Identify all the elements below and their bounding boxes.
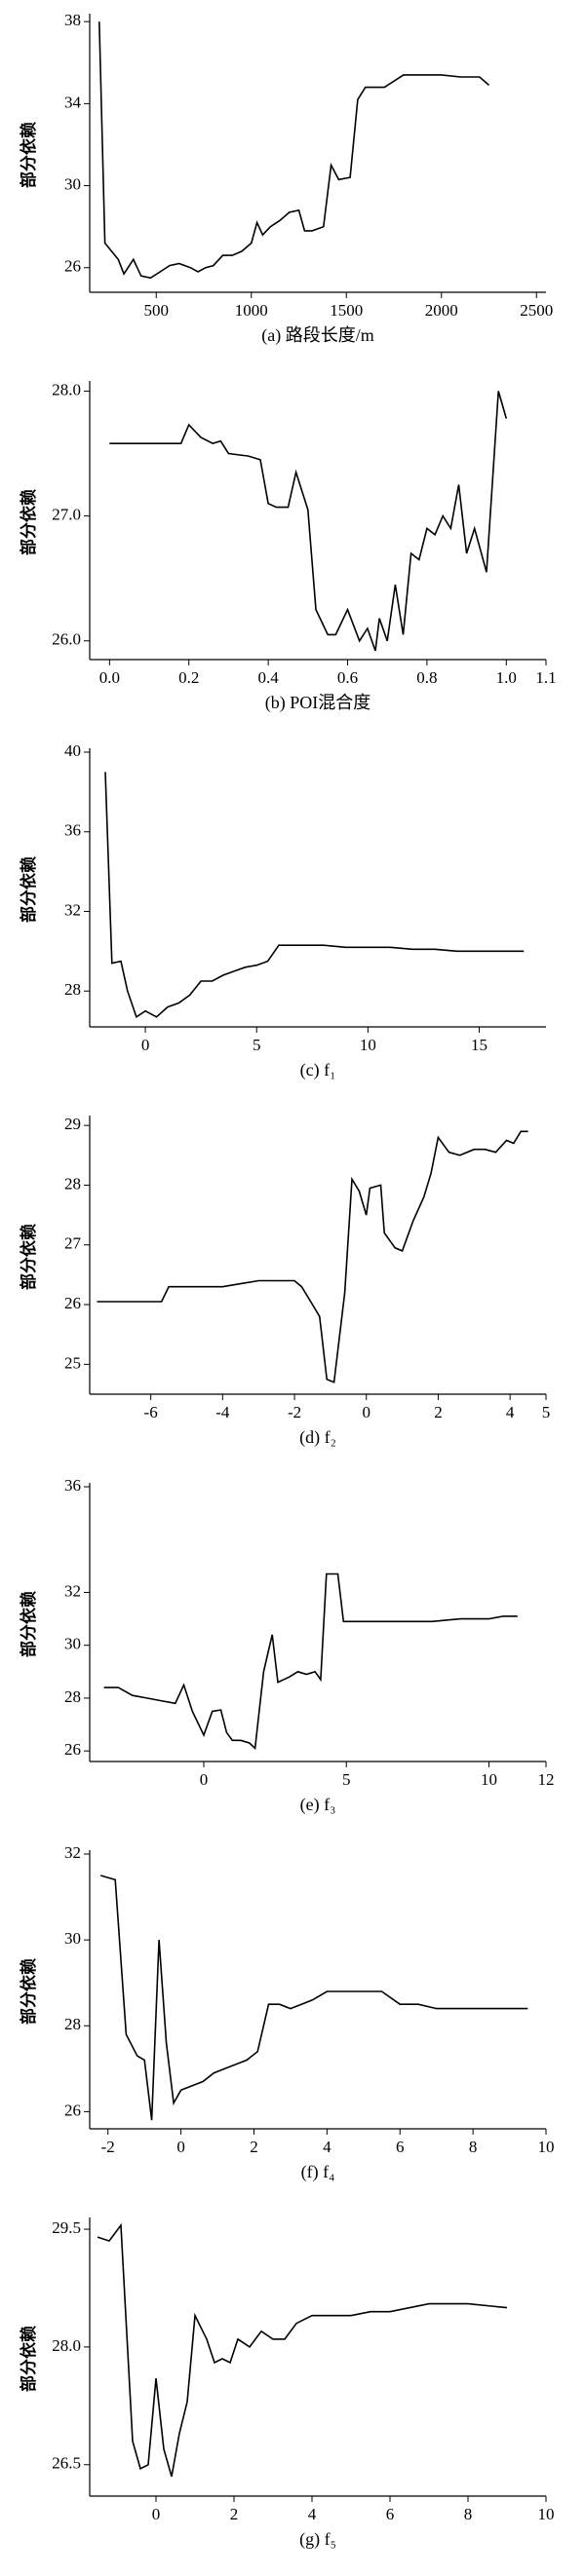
y-tick-label: 28.0 — [52, 2336, 81, 2355]
x-tick-label: 5 — [542, 1403, 551, 1421]
data-line — [99, 1875, 528, 2121]
x-tick-label: 0 — [152, 2505, 161, 2523]
y-tick-label: 26.0 — [52, 630, 81, 649]
x-tick-label: 0 — [141, 1036, 150, 1054]
y-tick-label: 28 — [64, 980, 81, 999]
x-tick-label: 4 — [506, 1403, 515, 1421]
x-tick-label: 1000 — [235, 301, 268, 320]
x-tick-label: 10 — [538, 2505, 555, 2523]
y-tick-label: 36 — [64, 1476, 81, 1495]
y-tick-label: 28.0 — [52, 380, 81, 398]
y-tick-label: 28 — [64, 1687, 81, 1706]
y-tick-label: 26 — [64, 257, 81, 276]
y-tick-label: 26 — [64, 2101, 81, 2119]
x-tick-label: -2 — [288, 1403, 301, 1421]
y-tick-label: 27.0 — [52, 505, 81, 523]
y-axis-label: 部分依赖 — [19, 2326, 39, 2392]
y-tick-label: 40 — [64, 741, 81, 760]
x-tick-label: 15 — [471, 1036, 488, 1054]
x-tick-label: 2000 — [425, 301, 458, 320]
x-tick-label: 8 — [469, 2138, 478, 2156]
x-tick-label: 4 — [323, 2138, 332, 2156]
x-tick-label: 0.8 — [416, 668, 437, 687]
x-tick-label: 2 — [434, 1403, 443, 1421]
x-tick-label: 0.6 — [337, 668, 358, 687]
y-axis-label: 部分依赖 — [19, 856, 39, 923]
caption: (e) f₃ — [300, 1795, 336, 1815]
y-tick-label: 28 — [64, 1174, 81, 1193]
caption: (d) f₂ — [299, 1427, 336, 1448]
x-tick-label: 0 — [176, 2138, 185, 2156]
y-tick-label: 36 — [64, 821, 81, 840]
caption: (b) POI混合度 — [265, 693, 371, 713]
y-axis-label: 部分依赖 — [19, 122, 39, 188]
y-axis-label: 部分依赖 — [19, 1591, 39, 1657]
y-tick-label: 32 — [64, 900, 81, 919]
x-tick-label: 500 — [144, 301, 170, 320]
data-line — [104, 772, 525, 1019]
x-tick-label: 5 — [253, 1036, 261, 1054]
x-tick-label: 8 — [464, 2505, 473, 2523]
y-tick-label: 27 — [64, 1234, 82, 1253]
x-tick-label: 10 — [481, 1770, 497, 1789]
x-tick-label: -6 — [144, 1403, 158, 1421]
x-tick-label: 0 — [362, 1403, 370, 1421]
x-tick-label: 2500 — [520, 301, 553, 320]
y-tick-label: 32 — [64, 1843, 81, 1862]
y-tick-label: 38 — [64, 11, 81, 29]
y-tick-label: 25 — [64, 1353, 81, 1372]
y-tick-label: 26 — [64, 1294, 81, 1312]
y-tick-label: 30 — [64, 1635, 81, 1653]
y-tick-label: 26 — [64, 1740, 81, 1759]
x-tick-label: 0.2 — [178, 668, 199, 687]
data-line — [103, 1572, 518, 1751]
x-tick-label: 1.0 — [496, 668, 517, 687]
y-tick-label: 30 — [64, 174, 81, 193]
caption: (g) f₅ — [299, 2529, 336, 2550]
x-tick-label: 0.4 — [258, 668, 280, 687]
y-tick-label: 34 — [64, 93, 82, 111]
y-tick-label: 29.5 — [52, 2218, 81, 2237]
y-tick-label: 28 — [64, 2015, 81, 2033]
x-tick-label: 6 — [386, 2505, 395, 2523]
x-tick-label: 10 — [360, 1036, 376, 1054]
x-tick-label: 4 — [308, 2505, 317, 2523]
x-tick-label: 2 — [230, 2505, 239, 2523]
caption: (a) 路段长度/m — [261, 325, 373, 346]
data-line — [98, 21, 490, 280]
x-tick-label: 0.0 — [99, 668, 120, 687]
x-tick-label: 0 — [200, 1770, 209, 1789]
data-line — [97, 2222, 508, 2478]
x-tick-label: -2 — [101, 2138, 115, 2156]
x-tick-label: 6 — [396, 2138, 405, 2156]
y-axis-label: 部分依赖 — [19, 489, 39, 555]
caption: (f) f₄ — [301, 2162, 335, 2182]
y-axis-label: 部分依赖 — [19, 1958, 39, 2025]
x-tick-label: 1500 — [330, 301, 363, 320]
y-tick-label: 30 — [64, 1929, 81, 1948]
data-line — [97, 1130, 528, 1383]
y-tick-label: 26.5 — [52, 2454, 81, 2473]
x-tick-label: 2 — [250, 2138, 258, 2156]
x-tick-label: 1.1 — [535, 668, 556, 687]
x-tick-label: 10 — [538, 2138, 555, 2156]
y-tick-label: 29 — [64, 1115, 81, 1133]
y-axis-label: 部分依赖 — [19, 1224, 39, 1290]
x-tick-label: 5 — [342, 1770, 351, 1789]
x-tick-label: 12 — [538, 1770, 555, 1789]
data-line — [109, 391, 508, 652]
x-tick-label: -4 — [215, 1403, 230, 1421]
y-tick-label: 32 — [64, 1581, 81, 1600]
caption: (c) f₁ — [300, 1060, 336, 1080]
